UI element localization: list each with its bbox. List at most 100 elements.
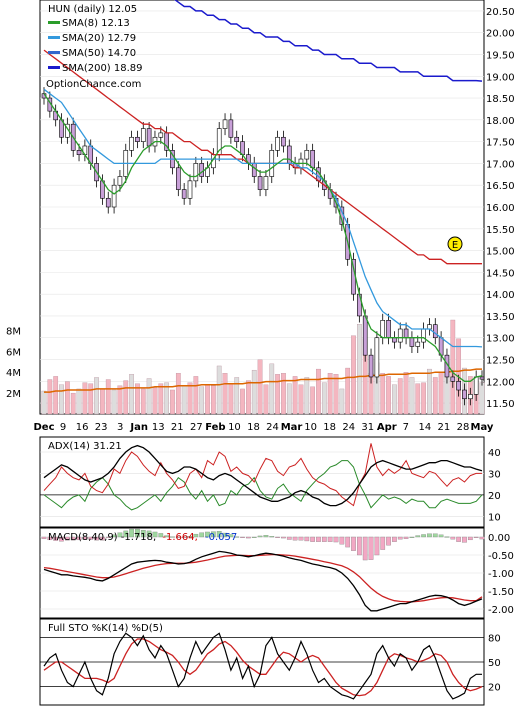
volume-bar [246,380,251,415]
volume-bar [94,377,99,415]
volume-tick-label: 2M [6,389,21,400]
volume-bar [409,377,415,415]
sma20-line [43,88,483,348]
price-tick-label: 14.00 [486,290,515,301]
date-tick-label: 10 [304,422,317,433]
price-tick-label: 11.50 [486,399,515,410]
macd-hist-bar [246,536,251,539]
candle-body [462,389,467,400]
macd-hist-bar [368,536,374,560]
date-tick-label: 18 [247,422,260,433]
macd-hist-bar [175,536,181,538]
candle-body [362,315,368,356]
macd-hist-bar [251,536,257,538]
volume-bar [281,373,286,415]
candle-body [275,136,280,151]
date-tick-label: 13 [152,422,165,433]
candle-body [129,136,134,151]
macd-hist-bar [164,535,169,538]
volume-bar [146,378,152,415]
adx-tick-label: 20 [488,491,501,502]
volume-bar [316,368,321,415]
earnings-marker: E [447,236,463,252]
macd-hist-bar [397,536,403,540]
stochastic-d-line [43,638,483,697]
volume-axis-ticks: 8M 6M 4M 2M [6,326,21,400]
volume-bar [187,382,193,415]
volume-bar [392,384,397,415]
volume-bar [123,380,129,415]
adx-tick-label: 40 [488,448,501,459]
macd-hist-bar [298,536,304,541]
adx-tick-label: 10 [488,512,501,523]
volume-bar [357,324,362,415]
price-tick-label: 12.50 [486,356,515,367]
price-title: HUN (daily) 12.05 [48,4,137,15]
candle-body [158,132,164,138]
volume-bar [170,389,175,415]
volume-bar [479,382,485,415]
stochastic-title: Full STO %K(14) %D(5) [48,623,163,634]
volume-bar [135,383,140,415]
volume-bar [88,383,94,415]
price-tick-label: 16.00 [486,203,515,214]
volume-average-line [44,368,482,393]
date-tick-label: 24 [342,422,355,433]
macd-panel: 0.00 -0.50 -1.00 -1.50 -2.00 MACD(8,40,9) -1… [39,527,514,619]
volume-bar [234,377,240,415]
macd-tick-label: 0.00 [488,533,510,544]
macd-hist-bar [415,535,421,538]
sma8-line [43,93,483,382]
candle-body [135,136,140,142]
candle-body [199,163,204,177]
candle-body [140,128,146,142]
macd-hist-bar [199,532,205,538]
legend-swatch-sma20 [48,36,60,39]
macd-tick-label: -1.50 [488,587,514,598]
macd-tick-label: -1.00 [488,569,514,580]
macd-tick-label: -2.00 [488,605,514,616]
macd-hist-bar [421,534,426,538]
macd-hist-bar [170,536,175,538]
volume-bar [70,392,76,415]
volume-bar [76,388,82,415]
price-tick-label: 17.50 [486,138,515,149]
macd-hist-bar [257,535,263,538]
volume-bar [298,384,304,415]
price-tick-label: 15.50 [486,225,515,236]
price-tick-label: 17.00 [486,159,515,170]
date-tick-label: Mar [281,422,303,433]
macd-hist-bar [351,536,356,551]
macd-hist-bar [456,536,461,542]
volume-bar [41,390,47,415]
candle-body [415,341,421,347]
stochastic-panel: 80 50 20 Full STO %K(14) %D(5) [39,618,501,706]
macd-hist-bar [427,533,432,538]
volume-bar [65,381,70,415]
volume-bar [421,382,426,415]
stochastic-tick-label: 20 [488,683,501,694]
volume-bar [427,368,432,415]
candle-body [111,184,117,208]
volume-bar [47,379,53,415]
volume-bar [321,382,327,415]
macd-hist-bar [187,536,193,538]
macd-hist-bar [234,536,240,538]
macd-title: MACD(8,40,9) -1.718, -1.664, -0.057 [48,532,237,543]
volume-bar [438,372,444,415]
legend-sma20: SMA(20) 12.79 [62,33,136,44]
macd-hist-bar [240,536,245,538]
adx-axis-ticks: 40 30 20 10 [488,448,501,523]
date-tick-label: Feb [205,422,225,433]
macd-hist-bar [432,533,438,538]
volume-bar [263,384,269,415]
price-legend: HUN (daily) 12.05 SMA(8) 12.13 SMA(20) 1… [46,4,143,90]
macd-signal-line [43,553,483,603]
price-tick-label: 13.50 [486,312,515,323]
earnings-marker-label: E [452,240,458,251]
date-tick-label: 10 [228,422,241,433]
date-tick-label: 28 [457,422,470,433]
price-tick-label: 16.50 [486,181,515,192]
macd-hist-bar [321,536,327,542]
volume-bar [140,388,146,415]
